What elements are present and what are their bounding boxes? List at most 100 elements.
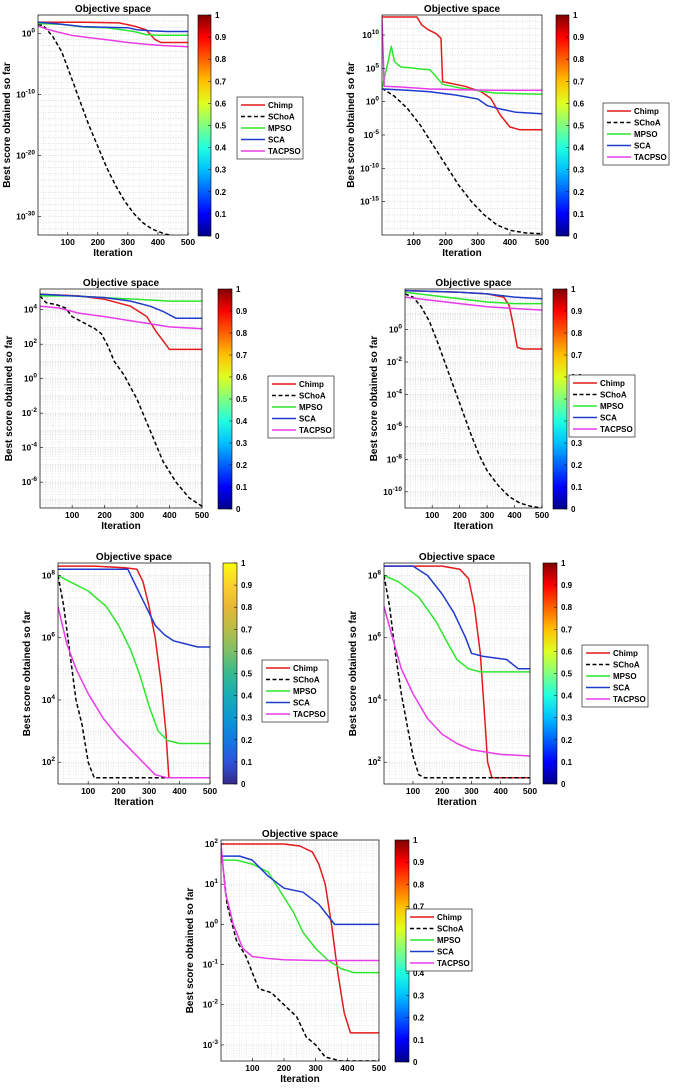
y-tick-label: 106: [42, 632, 55, 643]
colorbar-tick-label: 0.5: [561, 670, 573, 679]
colorbar-tick-label: 0.4: [236, 417, 248, 426]
colorbar-tick-label: 0.7: [571, 351, 583, 360]
series-line-tacpso: [405, 296, 542, 311]
colorbar-tick-label: 0.3: [413, 991, 425, 1000]
y-axis-label: Best score obtained so far: [369, 336, 380, 462]
chart-title: Objective space: [262, 829, 339, 840]
colorbar-tick-label: 0.2: [573, 188, 585, 197]
axes-frame: [39, 288, 203, 509]
colorbar-tick-label: 1: [236, 285, 241, 294]
colorbar-tick-label: 0.2: [241, 736, 253, 745]
colorbar-tick-label: 0.2: [413, 1014, 425, 1023]
colorbar-tick-label: 0.3: [236, 439, 248, 448]
colorbar-tick-label: 0.3: [571, 439, 583, 448]
legend-label-schoa: SChoA: [268, 113, 295, 122]
legend-label-sca: SCA: [634, 142, 651, 151]
axes-frame: [57, 562, 211, 785]
colorbar-tick-label: 0.7: [241, 625, 253, 634]
colorbar-tick-label: 0.9: [236, 307, 248, 316]
x-tick-label: 500: [203, 786, 217, 796]
y-tick-label: 10-2: [203, 999, 219, 1010]
y-axis-label: Best score obtained so far: [185, 888, 196, 1014]
y-tick-label: 10-15: [360, 196, 379, 207]
series-group: [58, 565, 210, 779]
legend-label-schoa: SChoA: [613, 661, 640, 670]
colorbar-tick-label: 1: [241, 559, 246, 568]
y-tick-label: 10-30: [16, 211, 35, 222]
series-group: [405, 289, 542, 508]
y-tick-label: 10-4: [387, 388, 403, 399]
x-tick-label: 300: [464, 786, 478, 796]
x-tick-label: 500: [523, 786, 537, 796]
colorbar-tick-label: 0.3: [561, 714, 573, 723]
colorbar-tick-label: 0.6: [561, 647, 573, 656]
colorbar-tick-label: 0.1: [236, 483, 248, 492]
colorbar-tick-label: 0.2: [571, 461, 583, 470]
series-line-tacpso: [58, 606, 210, 779]
chart-title: Objective space: [96, 552, 173, 563]
y-tick-label: 108: [368, 569, 381, 580]
series-line-schoa: [40, 295, 202, 507]
series-line-schoa: [58, 575, 210, 779]
x-tick-label: 500: [535, 510, 549, 520]
legend-label-schoa: SChoA: [634, 119, 661, 128]
y-tick-label: 10-10: [383, 486, 402, 497]
colorbar-tick-label: 0: [241, 780, 246, 789]
series-line-chimp: [384, 565, 530, 779]
colorbar-tick-label: 0.9: [215, 33, 227, 42]
series-line-mpso: [382, 45, 542, 96]
series-group: [38, 21, 188, 235]
series-line-tacpso: [38, 25, 188, 48]
y-tick-label: 100: [24, 373, 37, 384]
chart-7: 100 200 300 400 500 102 101 100 10-1 10-2 10-3 Obje…: [185, 829, 473, 1085]
legend-label-tacpso: TACPSO: [437, 959, 470, 968]
legend-label-chimp: Chimp: [613, 649, 638, 658]
x-tick-label: 100: [245, 1063, 259, 1073]
x-tick-label: 300: [309, 1063, 323, 1073]
colorbar-tick-label: 0.1: [215, 210, 227, 219]
y-tick-label: 106: [368, 632, 381, 643]
series-line-chimp: [382, 16, 542, 131]
chart-6: 100 200 300 400 500 108 106 104 102 Objective spa…: [348, 552, 649, 808]
colorbar-tick-label: 0.6: [573, 99, 585, 108]
y-tick-label: 10-1: [203, 959, 219, 970]
x-axis-label: Iteration: [442, 248, 481, 259]
x-tick-label: 100: [65, 510, 79, 520]
legend-label-mpso: MPSO: [437, 936, 461, 945]
x-tick-label: 200: [91, 237, 105, 247]
series-line-sca: [221, 855, 379, 926]
colorbar-tick-label: 0.4: [561, 692, 573, 701]
y-tick-label: 10-10: [360, 162, 379, 173]
series-line-schoa: [384, 575, 530, 779]
y-tick-label: 104: [42, 694, 55, 705]
x-tick-label: 500: [181, 237, 195, 247]
axes-frame: [37, 14, 189, 236]
colorbar-tick-label: 0.7: [413, 903, 425, 912]
legend-label-tacpso: TACPSO: [299, 426, 332, 435]
chart-1: 100 200 300 400 500 100 10-10 10-20 10-30 Objecti…: [2, 4, 304, 259]
colorbar-tick-label: 0.8: [413, 880, 425, 889]
legend-label-chimp: Chimp: [634, 107, 659, 116]
x-tick-label: 400: [162, 510, 176, 520]
y-tick-label: 1010: [362, 29, 379, 40]
x-tick-label: 200: [453, 510, 467, 520]
colorbar-tick-label: 0.3: [573, 166, 585, 175]
x-axis-label: Iteration: [437, 797, 476, 808]
chart-title: Objective space: [424, 4, 501, 15]
x-tick-label: 300: [471, 237, 485, 247]
colorbar-tick-label: 0.1: [573, 210, 585, 219]
series-group: [221, 843, 379, 1061]
colorbar-tick-label: 1: [215, 11, 220, 20]
series-line-schoa: [382, 87, 542, 235]
plot-area: [382, 15, 542, 235]
legend-label-chimp: Chimp: [268, 101, 293, 110]
series-group: [384, 565, 530, 779]
y-tick-label: 100: [389, 324, 402, 335]
series-group: [40, 293, 202, 507]
series-line-chimp: [221, 843, 379, 1034]
y-tick-label: 10-10: [16, 88, 35, 99]
chart-title: Objective space: [435, 278, 512, 289]
colorbar-tick-label: 0.7: [215, 77, 227, 86]
colorbar-tick-label: 0.4: [241, 692, 253, 701]
x-tick-label: 100: [406, 786, 420, 796]
